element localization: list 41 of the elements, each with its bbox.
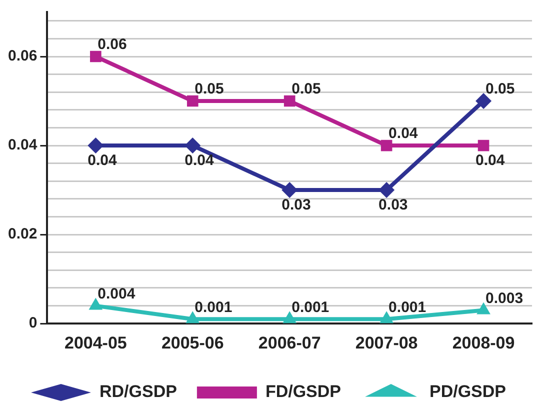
data-label: 0.003: [486, 290, 524, 307]
y-tick-label: 0: [28, 314, 38, 332]
point: [380, 311, 394, 324]
point: [186, 95, 198, 107]
data-label: 0.001: [194, 298, 232, 316]
data-label: 0.05: [292, 80, 321, 98]
point: [90, 50, 102, 62]
legend-label: FD/GSDP: [265, 382, 341, 402]
data-label: 0.03: [282, 196, 311, 214]
y-tick-label: 0.06: [8, 48, 38, 65]
point: [284, 95, 296, 107]
data-label: 0.04: [476, 152, 506, 170]
x-tick-label: 2006-07: [258, 333, 321, 352]
legend-label: PD/GSDP: [430, 382, 506, 402]
point: [184, 138, 201, 154]
data-label: 0.04: [388, 125, 418, 142]
x-tick-label: 2008-09: [452, 333, 515, 352]
point: [88, 298, 103, 310]
point: [186, 311, 200, 324]
y-tick-label: 0.04: [8, 136, 38, 154]
data-label: 0.04: [88, 152, 118, 170]
y-tick-label: 0.02: [8, 226, 38, 243]
point: [380, 140, 392, 152]
point: [378, 182, 395, 198]
data-label: 0.05: [194, 80, 224, 98]
point: [476, 302, 490, 314]
data-label: 0.05: [486, 80, 515, 98]
x-tick-label: 2004-05: [64, 333, 127, 352]
point: [282, 311, 297, 324]
legend-label: RD/GSDP: [99, 382, 177, 402]
point: [88, 138, 104, 154]
data-label: 0.001: [388, 298, 426, 316]
data-label: 0.04: [184, 152, 214, 170]
x-tick-label: 2005-06: [161, 333, 224, 352]
point: [478, 140, 490, 152]
data-label: 0.03: [378, 196, 408, 214]
x-tick-label: 2007-08: [355, 333, 418, 352]
point: [476, 93, 492, 110]
data-label: 0.004: [98, 285, 136, 302]
data-label: 0.06: [98, 36, 127, 54]
data-label: 0.001: [292, 298, 330, 316]
